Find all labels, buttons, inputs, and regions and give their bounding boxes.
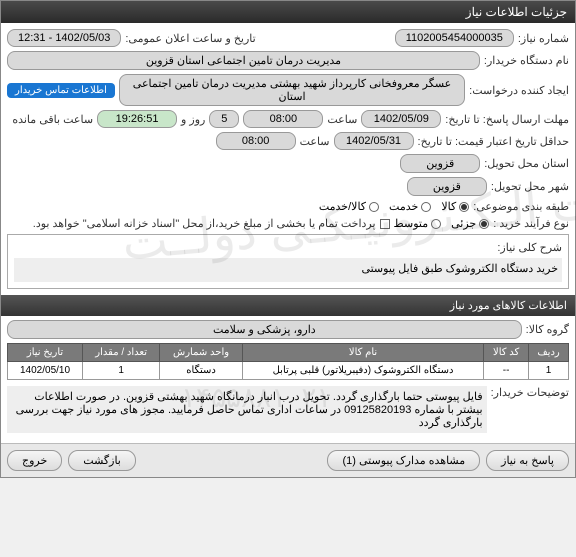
validity-date: 1402/05/31	[334, 132, 414, 150]
radio-kala[interactable]: کالا	[441, 200, 469, 213]
titlebar: جزئیات اطلاعات نیاز	[1, 1, 575, 23]
radio-dot-icon	[431, 219, 441, 229]
process-label: نوع فرآیند خرید :	[493, 217, 569, 230]
group-label: گروه کالا:	[526, 323, 569, 336]
radio-jozi[interactable]: جزئی	[451, 217, 489, 230]
buyer-note-text: فایل پیوستی حتما بارگذاری گردد. تحویل در…	[7, 386, 487, 433]
items-table: ردیف کد کالا نام کالا واحد شمارش تعداد /…	[7, 343, 569, 380]
attachments-button[interactable]: مشاهده مدارک پیوستی (1)	[327, 450, 480, 471]
radio-khadamat[interactable]: خدمت	[389, 200, 431, 213]
remaining-days: 5	[209, 110, 239, 128]
window-title: جزئیات اطلاعات نیاز	[466, 5, 567, 19]
items-header: اطلاعات کالاهای مورد نیاز	[1, 295, 575, 316]
creator-field: عسگر معروفخانی کارپرداز شهید بهشتی مدیری…	[119, 74, 465, 106]
col-date: تاریخ نیاز	[8, 344, 83, 362]
radio-both[interactable]: کالا/خدمت	[319, 200, 379, 213]
deadline-time: 08:00	[243, 110, 323, 128]
announce-label: تاریخ و ساعت اعلان عمومی:	[125, 32, 255, 45]
need-no-label: شماره نیاز:	[518, 32, 569, 45]
validity-label: حداقل تاریخ اعتبار قیمت: تا تاریخ:	[418, 135, 569, 148]
buyer-field: مدیریت درمان تامین اجتماعی استان قزوین	[7, 51, 480, 70]
creator-label: ایجاد کننده درخواست:	[469, 84, 569, 97]
col-code: کد کالا	[484, 344, 529, 362]
validity-time: 08:00	[216, 132, 296, 150]
table-header-row: ردیف کد کالا نام کالا واحد شمارش تعداد /…	[8, 344, 569, 362]
category-label: طبقه بندی موضوعی:	[473, 200, 569, 213]
deadline-date: 1402/05/09	[361, 110, 441, 128]
table-row[interactable]: 1 -- دستگاه الکتروشوک (دفیبریلاتور) قلبی…	[8, 362, 569, 380]
window: جزئیات اطلاعات نیاز ســامانه تـدارکـات ا…	[0, 0, 576, 478]
process-radios: جزئی متوسط	[394, 217, 490, 230]
back-button[interactable]: بازگشت	[68, 450, 136, 471]
payment-note: پرداخت تمام یا بخشی از مبلغ خرید،از محل …	[33, 217, 376, 230]
radio-mid[interactable]: متوسط	[394, 217, 442, 230]
radio-dot-icon	[369, 202, 379, 212]
province-field: قزوین	[400, 154, 480, 173]
deadline-label: مهلت ارسال پاسخ: تا تاریخ:	[445, 113, 569, 126]
reply-button[interactable]: پاسخ به نیاز	[486, 450, 569, 471]
radio-dot-icon	[421, 202, 431, 212]
description-label: شرح کلی نیاز:	[14, 241, 562, 254]
group-field: دارو، پزشکی و سلامت	[7, 320, 522, 339]
category-radios: کالا خدمت کالا/خدمت	[319, 200, 469, 213]
remaining-time: 19:26:51	[97, 110, 177, 128]
province-label: استان محل تحویل:	[484, 157, 569, 170]
announce-field: 1402/05/03 - 12:31	[7, 29, 121, 47]
col-row: ردیف	[529, 344, 569, 362]
contact-tag[interactable]: اطلاعات تماس خریدار	[7, 83, 115, 98]
radio-dot-icon	[479, 219, 489, 229]
description-box: شرح کلی نیاز: خرید دستگاه الکتروشوک طبق …	[7, 234, 569, 289]
col-name: نام کالا	[242, 344, 483, 362]
form-content: شماره نیاز: 1102005454000035 تاریخ و ساع…	[1, 23, 575, 443]
col-qty: تعداد / مقدار	[83, 344, 160, 362]
exit-button[interactable]: خروج	[7, 450, 62, 471]
buyer-note-label: توضیحات خریدار:	[491, 386, 569, 399]
city-label: شهر محل تحویل:	[491, 180, 569, 193]
treasury-checkbox[interactable]	[380, 219, 390, 229]
need-no-field: 1102005454000035	[395, 29, 514, 47]
button-bar: پاسخ به نیاز مشاهده مدارک پیوستی (1) باز…	[1, 443, 575, 477]
radio-dot-icon	[459, 202, 469, 212]
buyer-label: نام دستگاه خریدار:	[484, 54, 569, 67]
col-unit: واحد شمارش	[160, 344, 243, 362]
city-field: قزوین	[407, 177, 487, 196]
description-text: خرید دستگاه الکتروشوک طبق فایل پیوستی	[14, 258, 562, 282]
